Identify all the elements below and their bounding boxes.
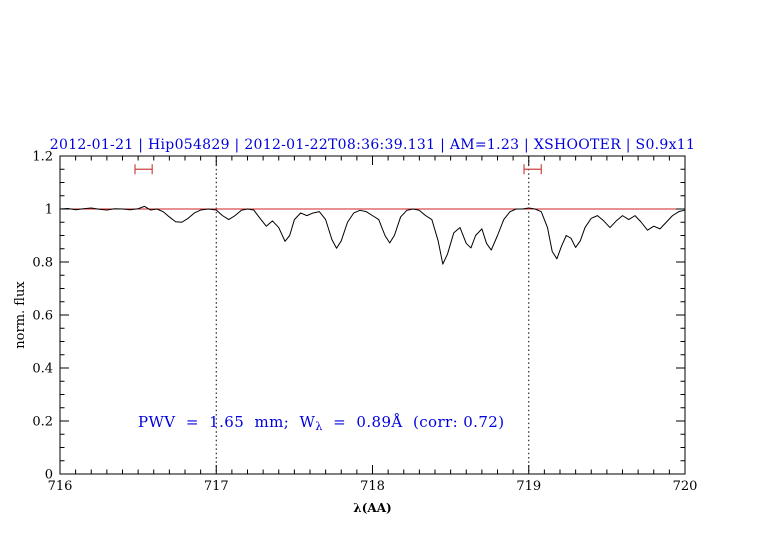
lambda-subscript: λ <box>315 420 323 433</box>
x-tick-label: 717 <box>204 479 229 494</box>
x-tick-label: 716 <box>48 479 73 494</box>
y-axis-label: norm. flux <box>13 281 28 349</box>
chart-title: 2012-01-21 | Hip054829 | 2012-01-22T08:3… <box>49 137 696 153</box>
y-tick-label: 0.4 <box>32 362 53 377</box>
y-tick-label: 0.2 <box>32 415 53 430</box>
y-tick-label: 0.6 <box>32 309 53 324</box>
y-tick-label: 0 <box>45 468 53 483</box>
y-tick-label: 1 <box>45 203 53 218</box>
spectrum-line <box>59 205 686 265</box>
x-tick-label: 719 <box>516 479 541 494</box>
pwv-annotation: PWV = 1.65 mm; Wλ = 0.89Å (corr: 0.72) <box>138 413 504 433</box>
x-axis-label: λ(AA) <box>353 501 392 515</box>
x-tick-label: 720 <box>673 479 698 494</box>
pwv-annotation-text: PWV = 1.65 mm; W <box>138 413 316 431</box>
x-tick-label: 718 <box>360 479 385 494</box>
pwv-annotation-text-tail: = 0.89Å (corr: 0.72) <box>322 413 505 431</box>
y-tick-label: 1.2 <box>32 150 53 165</box>
y-tick-label: 0.8 <box>32 256 53 271</box>
